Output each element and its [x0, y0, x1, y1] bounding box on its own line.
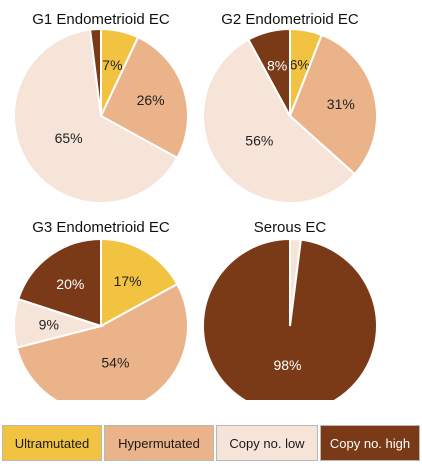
pie-label-hypermutated: 26% [137, 92, 165, 108]
pie-chart-g3: G3 Endometrioid EC 17% 54% 9% 20% [13, 219, 189, 400]
pie-label-hypermutated: 54% [101, 354, 129, 370]
pie-chart-g2: G2 Endometrioid EC 6% 31% 56% 8% [201, 11, 378, 204]
pie-label-ultramutated: 6% [290, 57, 310, 73]
pie-slice-hypermutated [15, 282, 189, 400]
legend-item-copy-no-low: Copy no. low [216, 425, 318, 461]
chart-title: G3 Endometrioid EC [32, 219, 170, 236]
pie-label-ultramutated: 7% [102, 57, 122, 73]
pie-slice-ultramutated [100, 237, 179, 328]
pie-label-copy-no-high: 20% [56, 276, 84, 292]
pie-label-hypermutated: 31% [327, 96, 355, 112]
pie-slice-hypermutated [288, 33, 378, 176]
legend: Ultramutated Hypermutated Copy no. low C… [0, 425, 422, 463]
pie-slice-copy-no-low [201, 38, 357, 204]
pie-charts: G1 Endometrioid EC 7% 26% 65% G2 Endometri… [13, 11, 378, 400]
chart-title: G1 Endometrioid EC [32, 11, 170, 28]
chart-title: Serous EC [254, 219, 327, 236]
pie-label-copy-no-low: 56% [245, 132, 273, 148]
pie-slice-copy-no-high [247, 27, 291, 117]
pie-slice-copy-no-high [16, 237, 102, 328]
pie-chart-g1: G1 Endometrioid EC 7% 26% 65% [13, 11, 189, 205]
pie-label-ultramutated: 17% [114, 273, 142, 289]
pie-slice-copy-no-high [88, 27, 102, 117]
pie-slice-copy-no-high [202, 237, 378, 400]
pie-label-copy-no-high: 8% [267, 57, 287, 73]
legend-item-ultramutated: Ultramutated [2, 425, 102, 461]
pie-label-copy-no-low: 65% [55, 130, 83, 146]
pie-chart-serous: Serous EC 98% [202, 219, 378, 400]
chart-title: G2 Endometrioid EC [221, 11, 359, 28]
pie-label-copy-no-low: 9% [39, 316, 59, 332]
legend-item-copy-no-high: Copy no. high [320, 425, 420, 461]
legend-item-hypermutated: Hypermutated [104, 425, 214, 461]
pie-slice-copy-no-low [13, 28, 179, 205]
pie-label-copy-no-high: 98% [273, 357, 301, 373]
